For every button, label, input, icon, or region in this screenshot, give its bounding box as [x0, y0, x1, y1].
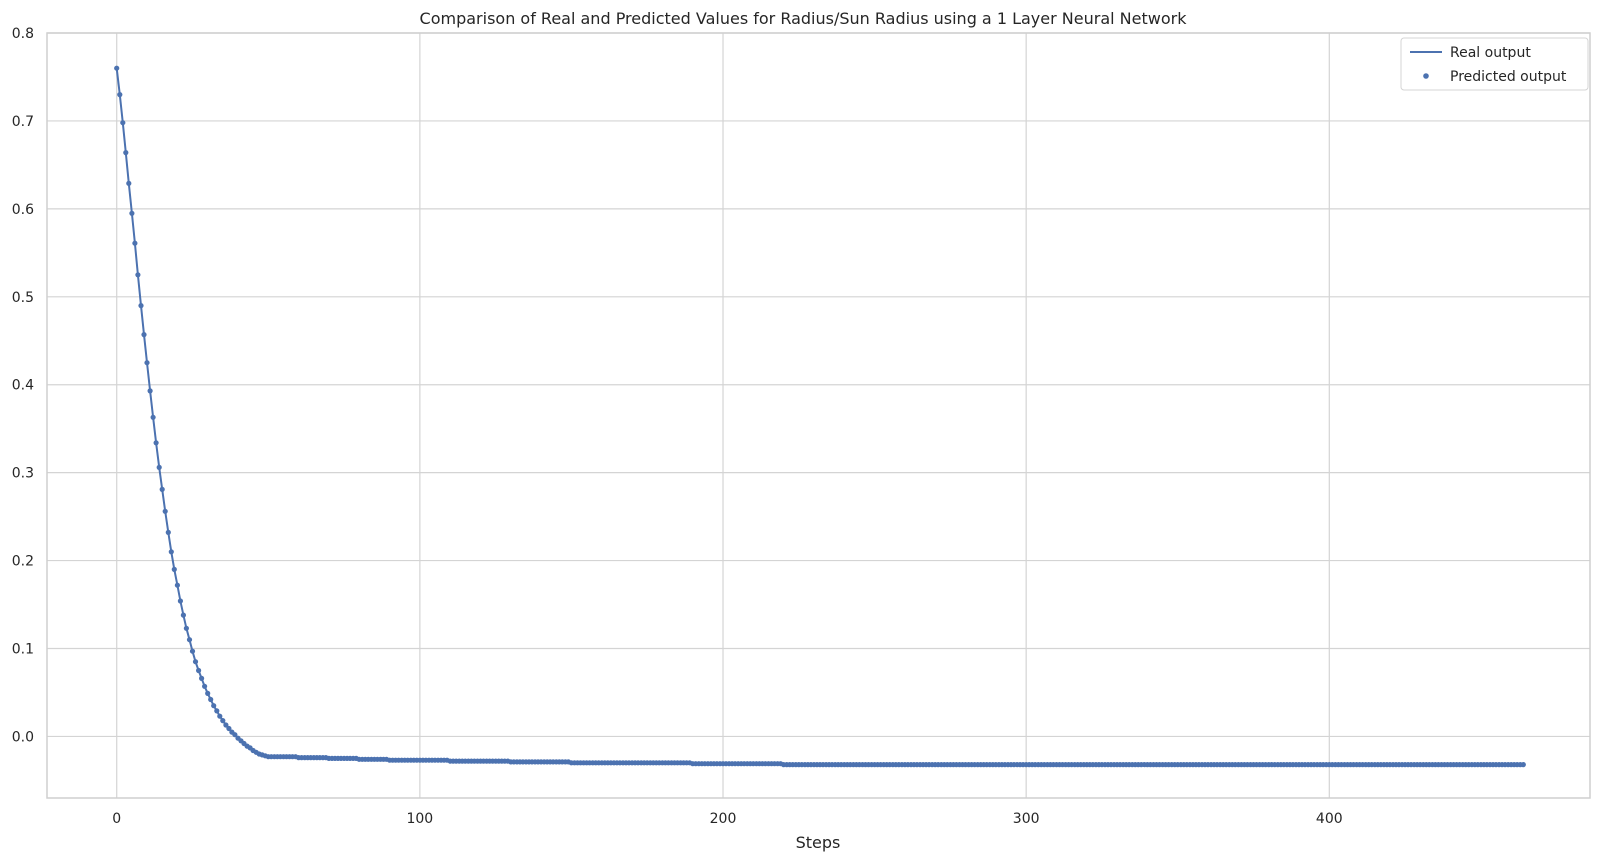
legend-label-predicted: Predicted output [1450, 69, 1567, 85]
predicted-output-point [186, 637, 193, 643]
x-tick-label: 300 [1013, 811, 1040, 827]
x-axis-label: Steps [796, 833, 841, 852]
predicted-output-point [223, 722, 229, 728]
predicted-output-point [159, 486, 165, 492]
predicted-output-point [220, 718, 226, 724]
predicted-output-point [177, 598, 183, 604]
predicted-output-point [214, 708, 220, 714]
predicted-output-point [123, 150, 129, 156]
predicted-output-point [1520, 762, 1526, 768]
predicted-output-point [183, 625, 189, 631]
predicted-output-point [196, 667, 202, 674]
predicted-output-point [135, 272, 141, 278]
legend: Real output Predicted output [1400, 37, 1589, 91]
predicted-output-point [147, 388, 153, 394]
predicted-output-point [168, 549, 174, 555]
predicted-output-point [150, 414, 156, 420]
y-tick-label: 0.3 [12, 466, 34, 482]
predicted-output-point [171, 566, 177, 573]
y-tick-label: 0.6 [12, 202, 34, 218]
predicted-output-point [129, 210, 135, 216]
y-tick-label: 0.5 [12, 290, 34, 306]
predicted-output-point [138, 303, 144, 309]
predicted-output-point [120, 120, 126, 126]
predicted-output-point [174, 582, 180, 588]
series [114, 65, 1526, 768]
x-tick-label: 0 [112, 811, 121, 827]
tick-labels: 0 100 200 300 400 0.8 0.7 0.6 0.5 0.4 0.3 0.2 0.1 0.0 [12, 26, 1343, 827]
chart-title: Comparison of Real and Predicted Values … [420, 9, 1188, 28]
predicted-output-point [117, 92, 123, 98]
y-tick-label: 0.7 [12, 114, 34, 130]
predicted-output-point [202, 683, 208, 689]
predicted-output-point [153, 440, 159, 446]
legend-dot-swatch [1423, 73, 1429, 79]
plot-area [46, 32, 1591, 799]
legend-label-real: Real output [1450, 45, 1531, 61]
x-tick-label: 400 [1316, 811, 1343, 827]
predicted-output-point [132, 240, 138, 246]
x-tick-label: 200 [710, 811, 737, 827]
predicted-output-point [192, 659, 199, 665]
predicted-output-point [217, 713, 223, 719]
y-tick-label: 0.2 [12, 554, 34, 570]
predicted-output-point [211, 703, 217, 709]
predicted-output-point [141, 332, 147, 338]
predicted-output-point [189, 648, 196, 654]
predicted-output-point [162, 508, 168, 514]
y-tick-label: 0.8 [12, 26, 34, 42]
predicted-output-point [180, 612, 186, 618]
predicted-output-point [226, 725, 232, 732]
predicted-output-point [114, 65, 120, 71]
predicted-output-point [165, 529, 171, 536]
predicted-output-point [126, 180, 132, 186]
predicted-output-point [208, 696, 214, 703]
y-tick-label: 0.0 [12, 729, 34, 745]
predicted-output-point [144, 360, 150, 366]
predicted-output-point [205, 690, 211, 697]
y-tick-label: 0.1 [12, 642, 34, 658]
legend-box [1400, 37, 1589, 91]
predicted-output-point [199, 675, 205, 682]
y-tick-label: 0.4 [12, 378, 34, 394]
predicted-output-point [156, 464, 162, 470]
x-tick-label: 100 [406, 811, 433, 827]
predicted-output-point [232, 732, 238, 738]
